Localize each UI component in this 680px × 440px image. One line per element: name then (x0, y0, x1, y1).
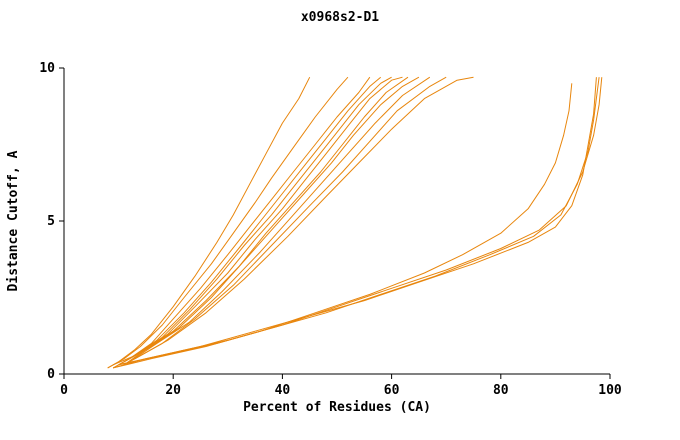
curve-6 (118, 76, 403, 366)
x-axis-label: Percent of Residues (CA) (243, 400, 431, 415)
curve-1 (107, 76, 311, 369)
x-tick-label: 60 (384, 383, 400, 398)
x-tick-label: 40 (275, 383, 291, 398)
curve-9 (129, 76, 431, 363)
y-tick-label: 5 (47, 214, 55, 229)
x-tick-label: 80 (493, 383, 509, 398)
y-tick-label: 10 (39, 61, 55, 76)
curve-2 (107, 76, 349, 369)
curve-4 (112, 76, 382, 366)
x-tick-label: 100 (598, 383, 622, 398)
curve-7 (123, 76, 409, 366)
curve-11 (134, 76, 474, 360)
curve-15 (112, 83, 573, 369)
chart-title: x0968s2-D1 (300, 10, 380, 25)
axes (63, 68, 610, 375)
curve-5 (118, 76, 392, 366)
x-tick-label: 20 (165, 383, 181, 398)
curve-10 (129, 76, 447, 363)
curve-8 (123, 76, 420, 363)
curve-3 (112, 76, 371, 369)
y-tick-label: 0 (47, 367, 55, 382)
x-tick-label: 0 (60, 383, 68, 398)
